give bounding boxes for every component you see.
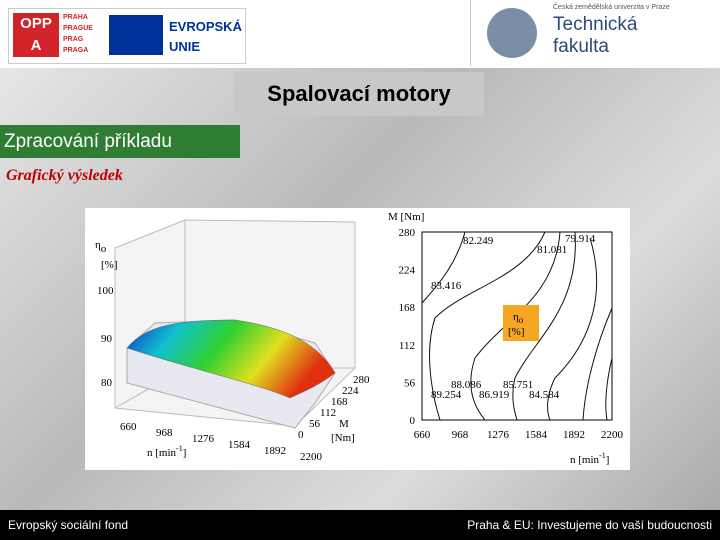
contour-label: 88.086 xyxy=(451,379,482,391)
contour xyxy=(470,231,561,421)
contour-x-tick-label: 1584 xyxy=(525,429,548,441)
label-part: n [min xyxy=(147,447,177,459)
contour-y-label: M [Nm] xyxy=(388,211,424,223)
contour-x-label: n [min-1] xyxy=(570,451,609,466)
logo-text: PRAG xyxy=(63,36,84,43)
surface-x-tick-label: 968 xyxy=(156,427,173,439)
surface-x-tick-label: 2200 xyxy=(300,451,323,463)
logo-text: EVROPSKÁ xyxy=(169,19,242,34)
surface-y-tick-label: 280 xyxy=(353,374,370,386)
footer-left: Evropský sociální fond xyxy=(8,518,129,532)
contour-y-tick-label: 112 xyxy=(399,340,415,352)
contour-x-tick-label: 1276 xyxy=(487,429,510,441)
slide-title: Spalovací motory xyxy=(234,72,484,116)
contour-x-tick-label: 1892 xyxy=(563,429,585,441)
label-part: o xyxy=(519,315,524,325)
surface-x-tick-label: 1584 xyxy=(228,439,251,451)
logo-text: UNIE xyxy=(169,39,201,54)
surface-y-unit: [Nm] xyxy=(331,432,355,444)
contour-label: 81.081 xyxy=(537,244,567,256)
contour-ticks: 280 224 168 112 56 0 660 968 1276 1584 1892 2200 82.… xyxy=(399,227,624,441)
right-logo: Česká zemědělská univerzita v Praze Tech… xyxy=(470,0,720,66)
surface xyxy=(126,319,336,399)
surface-y-label: M xyxy=(339,418,349,430)
eu-flag xyxy=(109,15,163,55)
logo-text: PRAGA xyxy=(63,47,89,54)
contour-plot: M [Nm] ηo [%] 280 224 168 112 56 0 660 968 1276 1… xyxy=(388,211,624,466)
footer-right: Praha & EU: Investujeme do vaší budoucno… xyxy=(467,518,712,532)
faculty-emblem xyxy=(487,8,537,58)
left-logo: OPP A PRAHA PRAGUE PRAG PRAGA EVROPSKÁ UNIE xyxy=(8,8,246,64)
surface-y-tick-label: 56 xyxy=(309,418,321,430)
logo-text: OPP xyxy=(20,15,52,32)
contour-x-tick-label: 968 xyxy=(452,429,469,441)
z-unit: [%] xyxy=(101,259,118,271)
contour-label: 86.919 xyxy=(479,389,510,401)
contour-lines xyxy=(421,231,613,421)
surface-x-tick-label: 1892 xyxy=(264,445,286,457)
contour-label: 84.584 xyxy=(529,389,560,401)
contour-x-tick-label: 660 xyxy=(414,429,431,441)
surface-x-label: n [min-1] xyxy=(147,444,186,459)
surface-y-tick-label: 224 xyxy=(342,385,359,397)
z-tick-label: 90 xyxy=(101,333,113,345)
surface-x-tick-label: 1276 xyxy=(192,433,215,445)
contour-label: 85.751 xyxy=(503,379,533,391)
contour-y-tick-label: 224 xyxy=(399,265,416,277)
contour-y-tick-label: 56 xyxy=(404,377,416,389)
z-sub: o xyxy=(101,243,107,255)
contour xyxy=(512,231,576,421)
contour-label: 89.254 xyxy=(431,389,462,401)
z-symbol: η xyxy=(95,239,101,251)
contour xyxy=(421,231,466,304)
figure: ηo [%] 100 90 80 660 968 1276 1584 1892 22000… xyxy=(85,208,630,470)
footer: Evropský sociální fond Praha & EU: Inves… xyxy=(0,510,720,540)
contour-y-tick-label: 280 xyxy=(399,227,416,239)
contour-label: 82.249 xyxy=(463,235,494,247)
z-label: ηo xyxy=(95,239,107,255)
contour-x-tick-label: 2200 xyxy=(601,429,624,441)
label-part: ] xyxy=(606,454,610,466)
contour xyxy=(547,237,598,421)
surface-plot xyxy=(114,219,356,429)
contour xyxy=(582,307,613,421)
logo-text: PRAHA xyxy=(63,14,88,21)
section-heading: Zpracování příkladu xyxy=(0,125,240,158)
contour xyxy=(605,357,613,421)
surface-y-tick-label: 112 xyxy=(320,407,336,419)
surface-y-tick-label: 0 xyxy=(298,429,304,441)
legend-symbol: ηo xyxy=(513,311,524,325)
university-name: Česká zemědělská univerzita v Praze xyxy=(553,4,670,11)
subtitle: Grafický výsledek xyxy=(6,167,123,184)
surface-y-tick-label: 168 xyxy=(331,396,348,408)
legend-box xyxy=(503,305,539,341)
label-part: -1 xyxy=(176,444,183,453)
legend-unit: [%] xyxy=(508,326,525,338)
logo-text: PRAGUE xyxy=(63,25,93,32)
z-tick-label: 80 xyxy=(101,377,113,389)
label-part: ] xyxy=(183,447,187,459)
faculty-name: Technická fakulta xyxy=(553,14,638,58)
eu-text: EVROPSKÁ UNIE xyxy=(169,17,242,57)
contour xyxy=(429,231,546,421)
surface-x-tick-label: 660 xyxy=(120,421,137,433)
header: OPP A PRAHA PRAGUE PRAG PRAGA EVROPSKÁ UNIE Č… xyxy=(0,0,720,68)
label-part: n [min xyxy=(570,454,600,466)
contour-label: 79.914 xyxy=(565,233,596,245)
z-tick-label: 100 xyxy=(97,285,114,297)
logo-text: fakulta xyxy=(553,36,609,57)
logo-text: A xyxy=(30,37,42,54)
contour-y-tick-label: 0 xyxy=(410,415,416,427)
city-logo: PRAHA PRAGUE PRAG PRAGA xyxy=(63,12,93,56)
label-part: η xyxy=(513,311,519,323)
contour-label: 83.416 xyxy=(431,280,462,292)
contour-y-tick-label: 168 xyxy=(399,302,416,314)
logo-text: Technická xyxy=(553,14,638,35)
label-part: -1 xyxy=(599,451,606,460)
opp-logo: OPP A xyxy=(13,13,59,57)
